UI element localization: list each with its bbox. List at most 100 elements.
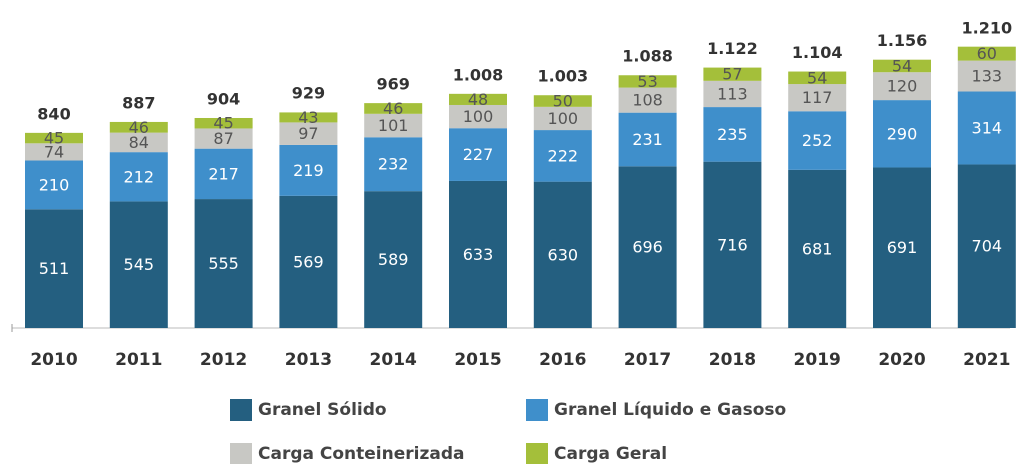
value-label: 54: [807, 68, 827, 87]
value-label: 43: [298, 108, 318, 127]
bar-segment: [25, 160, 83, 210]
bar-segment: [109, 132, 168, 153]
value-label: 74: [44, 142, 64, 161]
x-tick-label: 2010: [30, 350, 77, 370]
value-label: 231: [632, 130, 663, 149]
value-label: 630: [548, 245, 579, 264]
bar-segment: [25, 143, 83, 161]
value-label: 108: [632, 91, 663, 110]
value-label: 219: [293, 161, 324, 180]
total-label: 904: [207, 89, 240, 108]
value-label: 235: [717, 125, 748, 144]
legend-label: Granel Sólido: [258, 400, 387, 420]
bar-segment: [364, 113, 423, 138]
value-label: 45: [44, 129, 64, 148]
value-label: 696: [632, 238, 663, 257]
bar-segment: [364, 191, 423, 328]
value-label: 113: [717, 84, 748, 103]
legend-label: Granel Líquido e Gasoso: [554, 400, 786, 420]
total-label: 887: [122, 93, 155, 112]
total-label: 1.088: [622, 47, 673, 66]
bar-segment: [194, 148, 253, 200]
x-tick-label: 2013: [285, 350, 332, 370]
bar-segment: [533, 106, 592, 131]
bar-segment: [25, 209, 83, 328]
value-label: 60: [977, 44, 997, 63]
value-label: 84: [129, 133, 149, 152]
value-label: 46: [383, 99, 403, 118]
bar-segment: [618, 166, 677, 328]
x-tick-label: 2016: [539, 350, 586, 370]
value-label: 569: [293, 252, 324, 271]
bar-segment: [109, 152, 168, 202]
value-label: 716: [717, 235, 748, 254]
total-label: 1.104: [792, 43, 843, 62]
value-label: 511: [39, 259, 70, 278]
x-tick-label: 2015: [454, 350, 501, 370]
x-tick-label: 2014: [370, 350, 417, 370]
value-label: 50: [553, 92, 573, 111]
value-label: 691: [887, 238, 918, 257]
bar-segment: [279, 112, 338, 123]
legend-label: Carga Conteinerizada: [258, 444, 464, 464]
bar-segment: [109, 201, 168, 328]
bar-segment: [873, 59, 931, 73]
bar-segment: [703, 107, 762, 162]
bar-segment: [533, 181, 592, 328]
bar-segment: [618, 112, 677, 167]
bar-segment: [449, 93, 507, 105]
value-label: 589: [378, 250, 409, 269]
bar-segment: [703, 161, 762, 328]
bar-segment: [25, 132, 83, 144]
total-label: 1.003: [537, 66, 588, 85]
value-label: 45: [213, 114, 233, 133]
total-label: 929: [292, 84, 325, 103]
value-label: 100: [548, 109, 579, 128]
bar-segment: [364, 103, 423, 114]
value-label: 252: [802, 131, 833, 150]
bar-segment: [364, 137, 423, 192]
bar-segment: [194, 199, 253, 328]
legend-swatch: [526, 443, 548, 464]
value-label: 57: [722, 65, 742, 84]
bar-segment: [449, 128, 507, 181]
legend-label: Carga Geral: [554, 444, 667, 464]
legend-swatch: [526, 399, 548, 421]
bar-segment: [957, 46, 1016, 61]
total-label: 1.008: [453, 65, 504, 84]
bar-segment: [788, 169, 847, 328]
value-label: 681: [802, 239, 833, 258]
bar-segment: [788, 84, 847, 112]
bar-segment: [279, 195, 338, 328]
value-label: 53: [637, 72, 657, 91]
value-label: 120: [887, 77, 918, 96]
bar-segment: [873, 100, 931, 168]
value-label: 314: [972, 118, 1003, 137]
value-label: 227: [463, 145, 494, 164]
bar-segment: [703, 67, 762, 81]
bar-segment: [788, 111, 847, 170]
value-label: 101: [378, 116, 409, 135]
x-tick-label: 2017: [624, 350, 671, 370]
value-label: 54: [892, 56, 912, 75]
value-label: 555: [208, 254, 239, 273]
x-tick-label: 2020: [878, 350, 925, 370]
bar-segment: [618, 75, 677, 88]
value-label: 46: [129, 118, 149, 137]
value-label: 100: [463, 107, 494, 126]
total-label: 969: [376, 74, 409, 93]
total-label: 1.122: [707, 39, 758, 58]
bar-segment: [449, 180, 507, 328]
value-label: 212: [124, 167, 155, 186]
bar-segment: [957, 164, 1016, 328]
bar-segment: [618, 87, 677, 113]
value-label: 290: [887, 124, 918, 143]
value-label: 48: [468, 90, 488, 109]
bar-segment: [533, 95, 592, 107]
x-tick-label: 2019: [794, 350, 841, 370]
bar-segment: [957, 91, 1016, 165]
bar-segment: [109, 121, 168, 133]
value-label: 87: [213, 129, 233, 148]
total-label: 1.156: [877, 31, 928, 50]
